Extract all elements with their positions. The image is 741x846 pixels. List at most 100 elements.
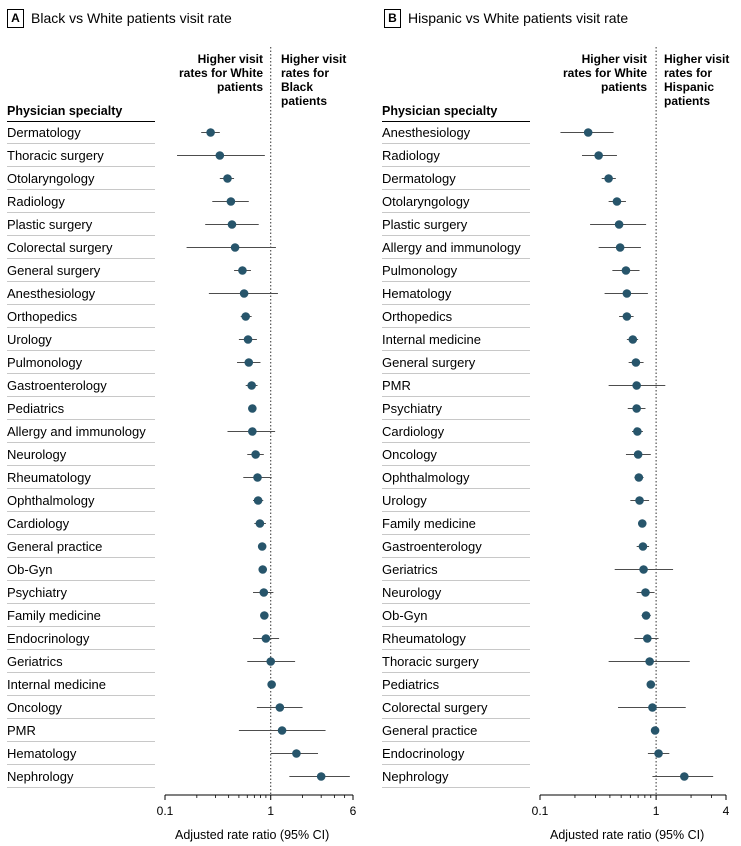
specialty-label: Internal medicine xyxy=(382,332,481,347)
row-divider xyxy=(382,350,530,351)
row-divider xyxy=(382,465,530,466)
row-divider xyxy=(7,603,155,604)
x-tick-label: 6 xyxy=(350,804,357,818)
estimate-marker xyxy=(680,772,689,781)
specialty-label: Pediatrics xyxy=(7,401,65,416)
table-row: Orthopedics xyxy=(7,305,163,328)
estimate-marker xyxy=(267,680,276,689)
row-divider xyxy=(382,534,530,535)
estimate-marker xyxy=(258,565,268,574)
specialty-label: Otolaryngology xyxy=(382,194,470,209)
table-row: PMR xyxy=(382,374,538,397)
row-divider xyxy=(7,649,155,650)
table-row: Pulmonology xyxy=(382,259,538,282)
specialty-label: Pediatrics xyxy=(382,677,440,692)
panel-b-header-rule xyxy=(382,121,530,122)
table-row: Geriatrics xyxy=(382,558,538,581)
row-divider xyxy=(382,189,530,190)
estimate-marker xyxy=(635,496,644,505)
table-row: General practice xyxy=(382,719,538,742)
row-divider xyxy=(7,626,155,627)
specialty-label: General practice xyxy=(382,723,478,738)
specialty-label: Ob-Gyn xyxy=(382,608,428,623)
panel-a-favor-right-header: Higher visit rates for Black patients xyxy=(281,52,347,108)
estimate-marker xyxy=(583,128,593,137)
x-tick-label: 1 xyxy=(653,804,660,818)
table-row: General surgery xyxy=(382,351,538,374)
estimate-marker xyxy=(645,657,654,666)
row-divider xyxy=(7,442,155,443)
specialty-label: Psychiatry xyxy=(382,401,442,416)
row-divider xyxy=(7,764,155,765)
specialty-label: Neurology xyxy=(382,585,442,600)
panel-a-title: Black vs White patients visit rate xyxy=(31,10,232,26)
table-row: Internal medicine xyxy=(7,673,163,696)
row-divider xyxy=(382,672,530,673)
specialty-label: Radiology xyxy=(7,194,65,209)
specialty-label: Oncology xyxy=(382,447,437,462)
specialty-label: Dermatology xyxy=(382,171,456,186)
specialty-label: Anesthesiology xyxy=(382,125,471,140)
panel-b-plot: 0.1 1 4 xyxy=(532,47,730,818)
table-row: Endocrinology xyxy=(382,742,538,765)
x-tick-label: 1 xyxy=(267,804,274,818)
specialty-label: Ob-Gyn xyxy=(7,562,53,577)
row-divider xyxy=(7,304,155,305)
estimate-marker xyxy=(277,726,287,735)
specialty-label: Dermatology xyxy=(7,125,81,140)
estimate-marker xyxy=(292,749,301,758)
specialty-label: Rheumatology xyxy=(7,470,91,485)
table-row: Ophthalmology xyxy=(382,466,538,489)
specialty-label: Colorectal surgery xyxy=(382,700,488,715)
row-divider xyxy=(382,603,530,604)
table-row: Family medicine xyxy=(382,512,538,535)
table-row: Internal medicine xyxy=(382,328,538,351)
panel-a-x-axis-title: Adjusted rate ratio (95% CI) xyxy=(175,828,330,842)
table-row: Colorectal surgery xyxy=(7,236,163,259)
row-divider xyxy=(382,396,530,397)
estimate-marker xyxy=(261,634,271,643)
table-row: Cardiology xyxy=(7,512,163,535)
estimate-marker xyxy=(251,450,260,459)
specialty-label: Ophthalmology xyxy=(7,493,95,508)
specialty-label: Plastic surgery xyxy=(7,217,93,232)
row-divider xyxy=(7,327,155,328)
estimate-marker xyxy=(633,427,642,436)
row-divider xyxy=(7,396,155,397)
table-row: Oncology xyxy=(382,443,538,466)
x-tick-label: 0.1 xyxy=(532,804,549,818)
table-row: Nephrology xyxy=(382,765,538,788)
table-row: Endocrinology xyxy=(7,627,163,650)
estimate-marker xyxy=(248,404,257,413)
row-divider xyxy=(382,212,530,213)
estimate-marker xyxy=(654,749,663,758)
specialty-label: Thoracic surgery xyxy=(7,148,104,163)
table-row: Oncology xyxy=(7,696,163,719)
estimate-marker xyxy=(622,289,632,298)
estimate-marker xyxy=(316,772,326,781)
table-row: Rheumatology xyxy=(7,466,163,489)
row-divider xyxy=(382,419,530,420)
table-row: Pediatrics xyxy=(382,673,538,696)
row-divider xyxy=(7,695,155,696)
row-divider xyxy=(382,741,530,742)
specialty-label: Pulmonology xyxy=(382,263,458,278)
specialty-label: Orthopedics xyxy=(7,309,78,324)
specialty-label: Endocrinology xyxy=(7,631,90,646)
estimate-marker xyxy=(255,519,265,528)
estimate-marker xyxy=(238,266,247,275)
row-divider xyxy=(7,465,155,466)
row-divider xyxy=(382,235,530,236)
specialty-label: Allergy and immunology xyxy=(7,424,146,439)
row-divider xyxy=(7,212,155,213)
specialty-label: Hematology xyxy=(7,746,77,761)
table-row: Radiology xyxy=(7,190,163,213)
estimate-marker xyxy=(646,680,656,689)
specialty-label: Cardiology xyxy=(382,424,445,439)
estimate-marker xyxy=(241,312,251,321)
panel-a: A Black vs White patients visit rate Hig… xyxy=(0,0,370,846)
row-divider xyxy=(7,488,155,489)
row-divider xyxy=(7,534,155,535)
specialty-label: Psychiatry xyxy=(7,585,67,600)
estimate-marker xyxy=(257,542,267,551)
